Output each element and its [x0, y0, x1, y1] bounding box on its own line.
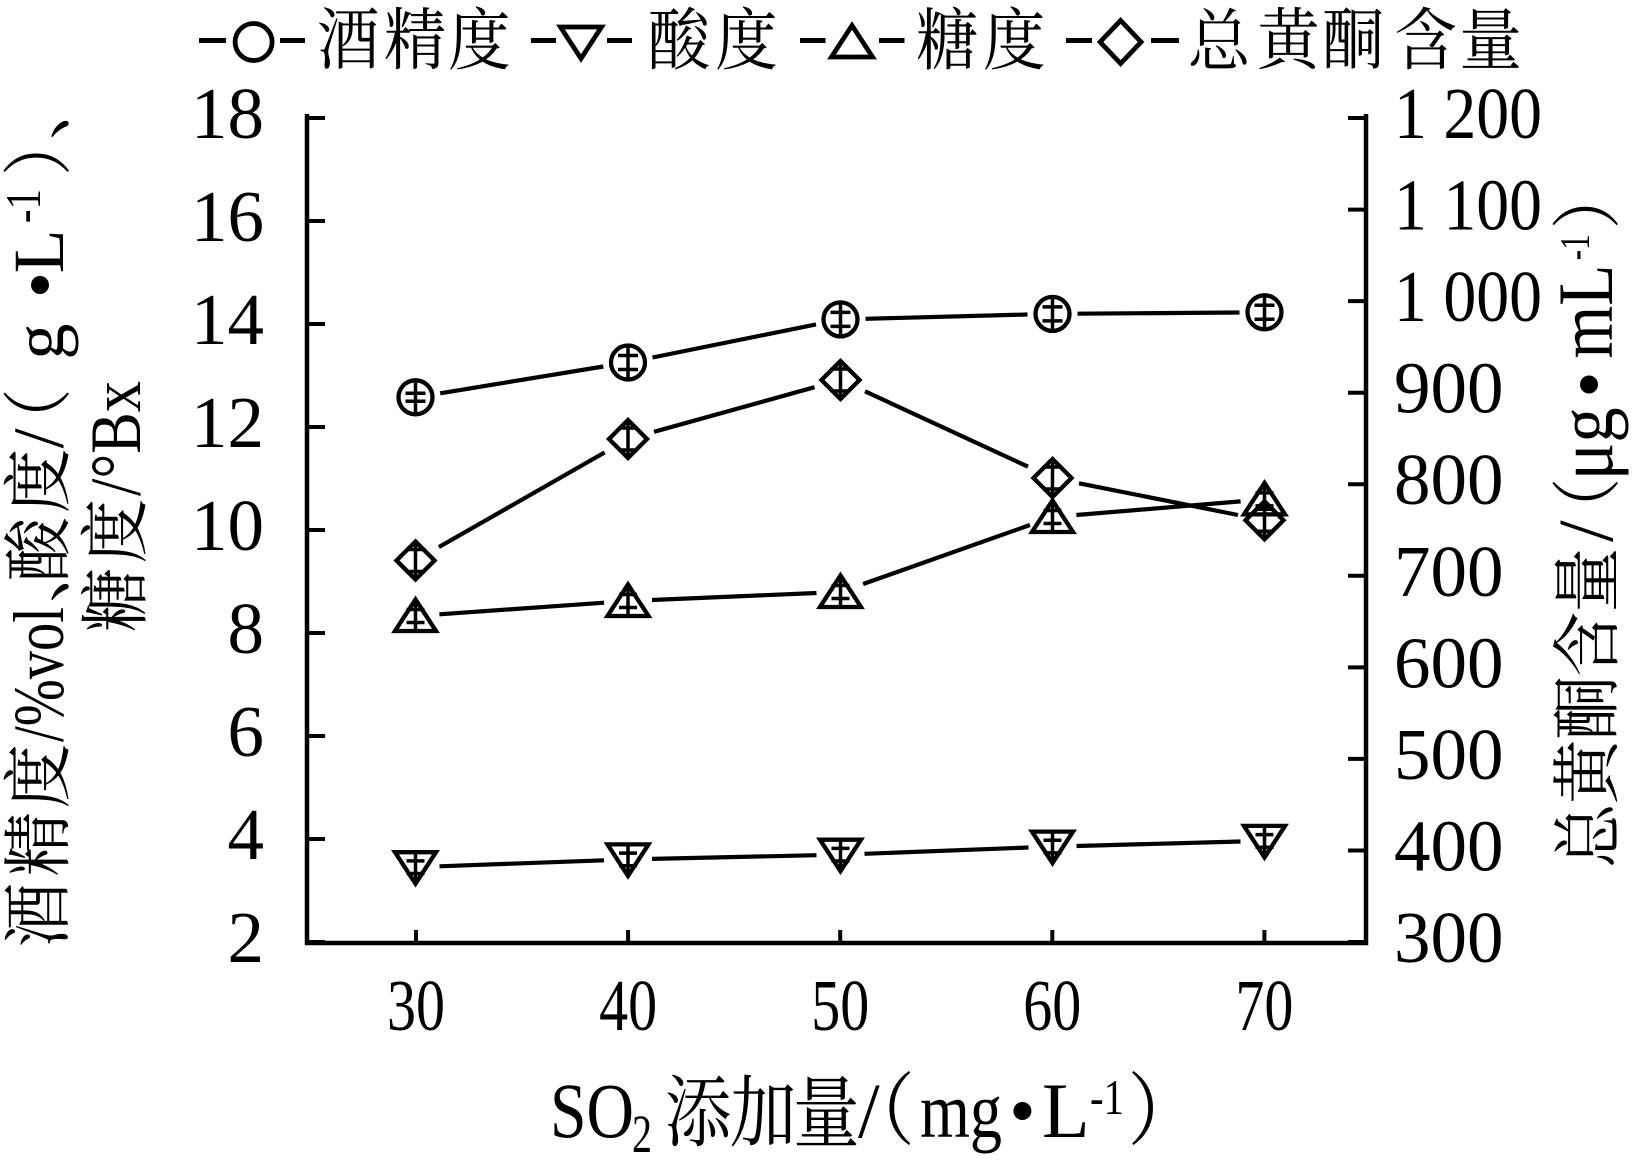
svg-text:/: / — [1542, 520, 1629, 542]
svg-text:mL: mL — [1542, 265, 1629, 359]
svg-text:14: 14 — [191, 279, 264, 360]
svg-text:g: g — [0, 324, 79, 360]
svg-text:1 100: 1 100 — [1394, 165, 1542, 246]
svg-text:2: 2 — [228, 897, 265, 978]
svg-text:1 200: 1 200 — [1394, 73, 1542, 154]
svg-text:/: / — [0, 428, 79, 448]
svg-text:300: 300 — [1394, 897, 1504, 978]
svg-text:-1: -1 — [1090, 1069, 1124, 1125]
svg-text:900: 900 — [1394, 348, 1504, 429]
svg-text:400: 400 — [1394, 805, 1504, 886]
svg-text:600: 600 — [1394, 622, 1504, 703]
svg-text:mg: mg — [920, 1067, 1002, 1154]
svg-text:μg: μg — [1542, 407, 1629, 480]
svg-text:2: 2 — [632, 1104, 652, 1164]
svg-text:12: 12 — [191, 382, 264, 463]
svg-text:800: 800 — [1394, 439, 1504, 520]
svg-text:500: 500 — [1394, 714, 1504, 795]
svg-text:30: 30 — [387, 965, 445, 1046]
svg-text:6: 6 — [228, 691, 265, 772]
svg-text:10: 10 — [191, 485, 264, 566]
svg-text:1 000: 1 000 — [1394, 256, 1542, 337]
svg-text:40: 40 — [599, 965, 657, 1046]
svg-text:/°Bx: /°Bx — [76, 381, 156, 496]
svg-text:-1: -1 — [1553, 234, 1599, 260]
svg-text:4: 4 — [228, 794, 265, 875]
svg-text:18: 18 — [191, 73, 264, 154]
svg-text:L: L — [1042, 1067, 1090, 1154]
svg-text:-1: -1 — [0, 189, 51, 223]
svg-text:700: 700 — [1394, 531, 1504, 612]
svg-text:70: 70 — [1235, 965, 1293, 1046]
svg-text:16: 16 — [191, 176, 264, 257]
svg-text:50: 50 — [811, 965, 869, 1046]
svg-text:60: 60 — [1023, 965, 1081, 1046]
svg-text:SO: SO — [550, 1067, 634, 1154]
svg-text:/%vol: /%vol — [0, 607, 79, 742]
svg-text:L: L — [0, 229, 79, 273]
svg-text:/: / — [858, 1067, 880, 1154]
svg-text:8: 8 — [228, 588, 265, 669]
